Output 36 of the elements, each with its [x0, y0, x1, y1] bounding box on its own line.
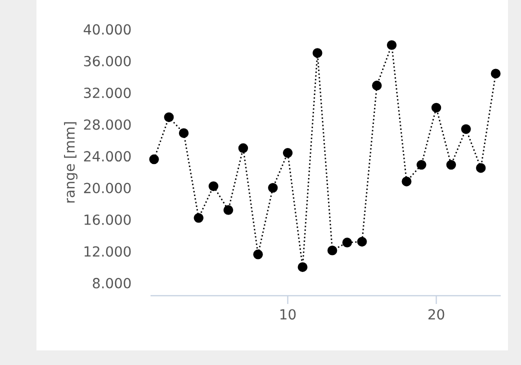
point [372, 80, 382, 90]
point [431, 102, 442, 113]
point [386, 40, 397, 50]
point [253, 250, 263, 260]
point [490, 68, 501, 78]
point [416, 160, 426, 170]
point [223, 205, 234, 215]
y-tick-label: 12.000 [84, 246, 131, 257]
point [461, 124, 471, 134]
y-tick-label: 20.000 [84, 182, 131, 194]
point [342, 238, 352, 248]
point [208, 181, 218, 192]
point [149, 154, 159, 164]
x-tick-label: 20 [428, 309, 444, 320]
point [282, 148, 293, 158]
y-axis-title: range [mm] [64, 122, 78, 203]
point [327, 246, 338, 256]
y-tick-label: 32.000 [84, 88, 131, 98]
y-tick-label: 28.000 [84, 119, 131, 130]
point [238, 143, 248, 154]
y-tick-label: 16.000 [84, 214, 131, 225]
y-tick-label: 24.000 [84, 151, 131, 162]
y-tick-label: 8.000 [92, 278, 131, 288]
point [194, 213, 204, 223]
point [312, 48, 322, 58]
point [402, 176, 412, 186]
point [357, 236, 367, 247]
point [268, 182, 278, 193]
point [298, 262, 308, 272]
x-tick-label: 10 [280, 309, 296, 320]
y-tick-label: 36.000 [84, 56, 131, 66]
point [178, 128, 189, 138]
point [446, 160, 456, 170]
point [476, 163, 486, 173]
y-tick-label: 40.000 [84, 24, 131, 35]
point [164, 112, 174, 122]
